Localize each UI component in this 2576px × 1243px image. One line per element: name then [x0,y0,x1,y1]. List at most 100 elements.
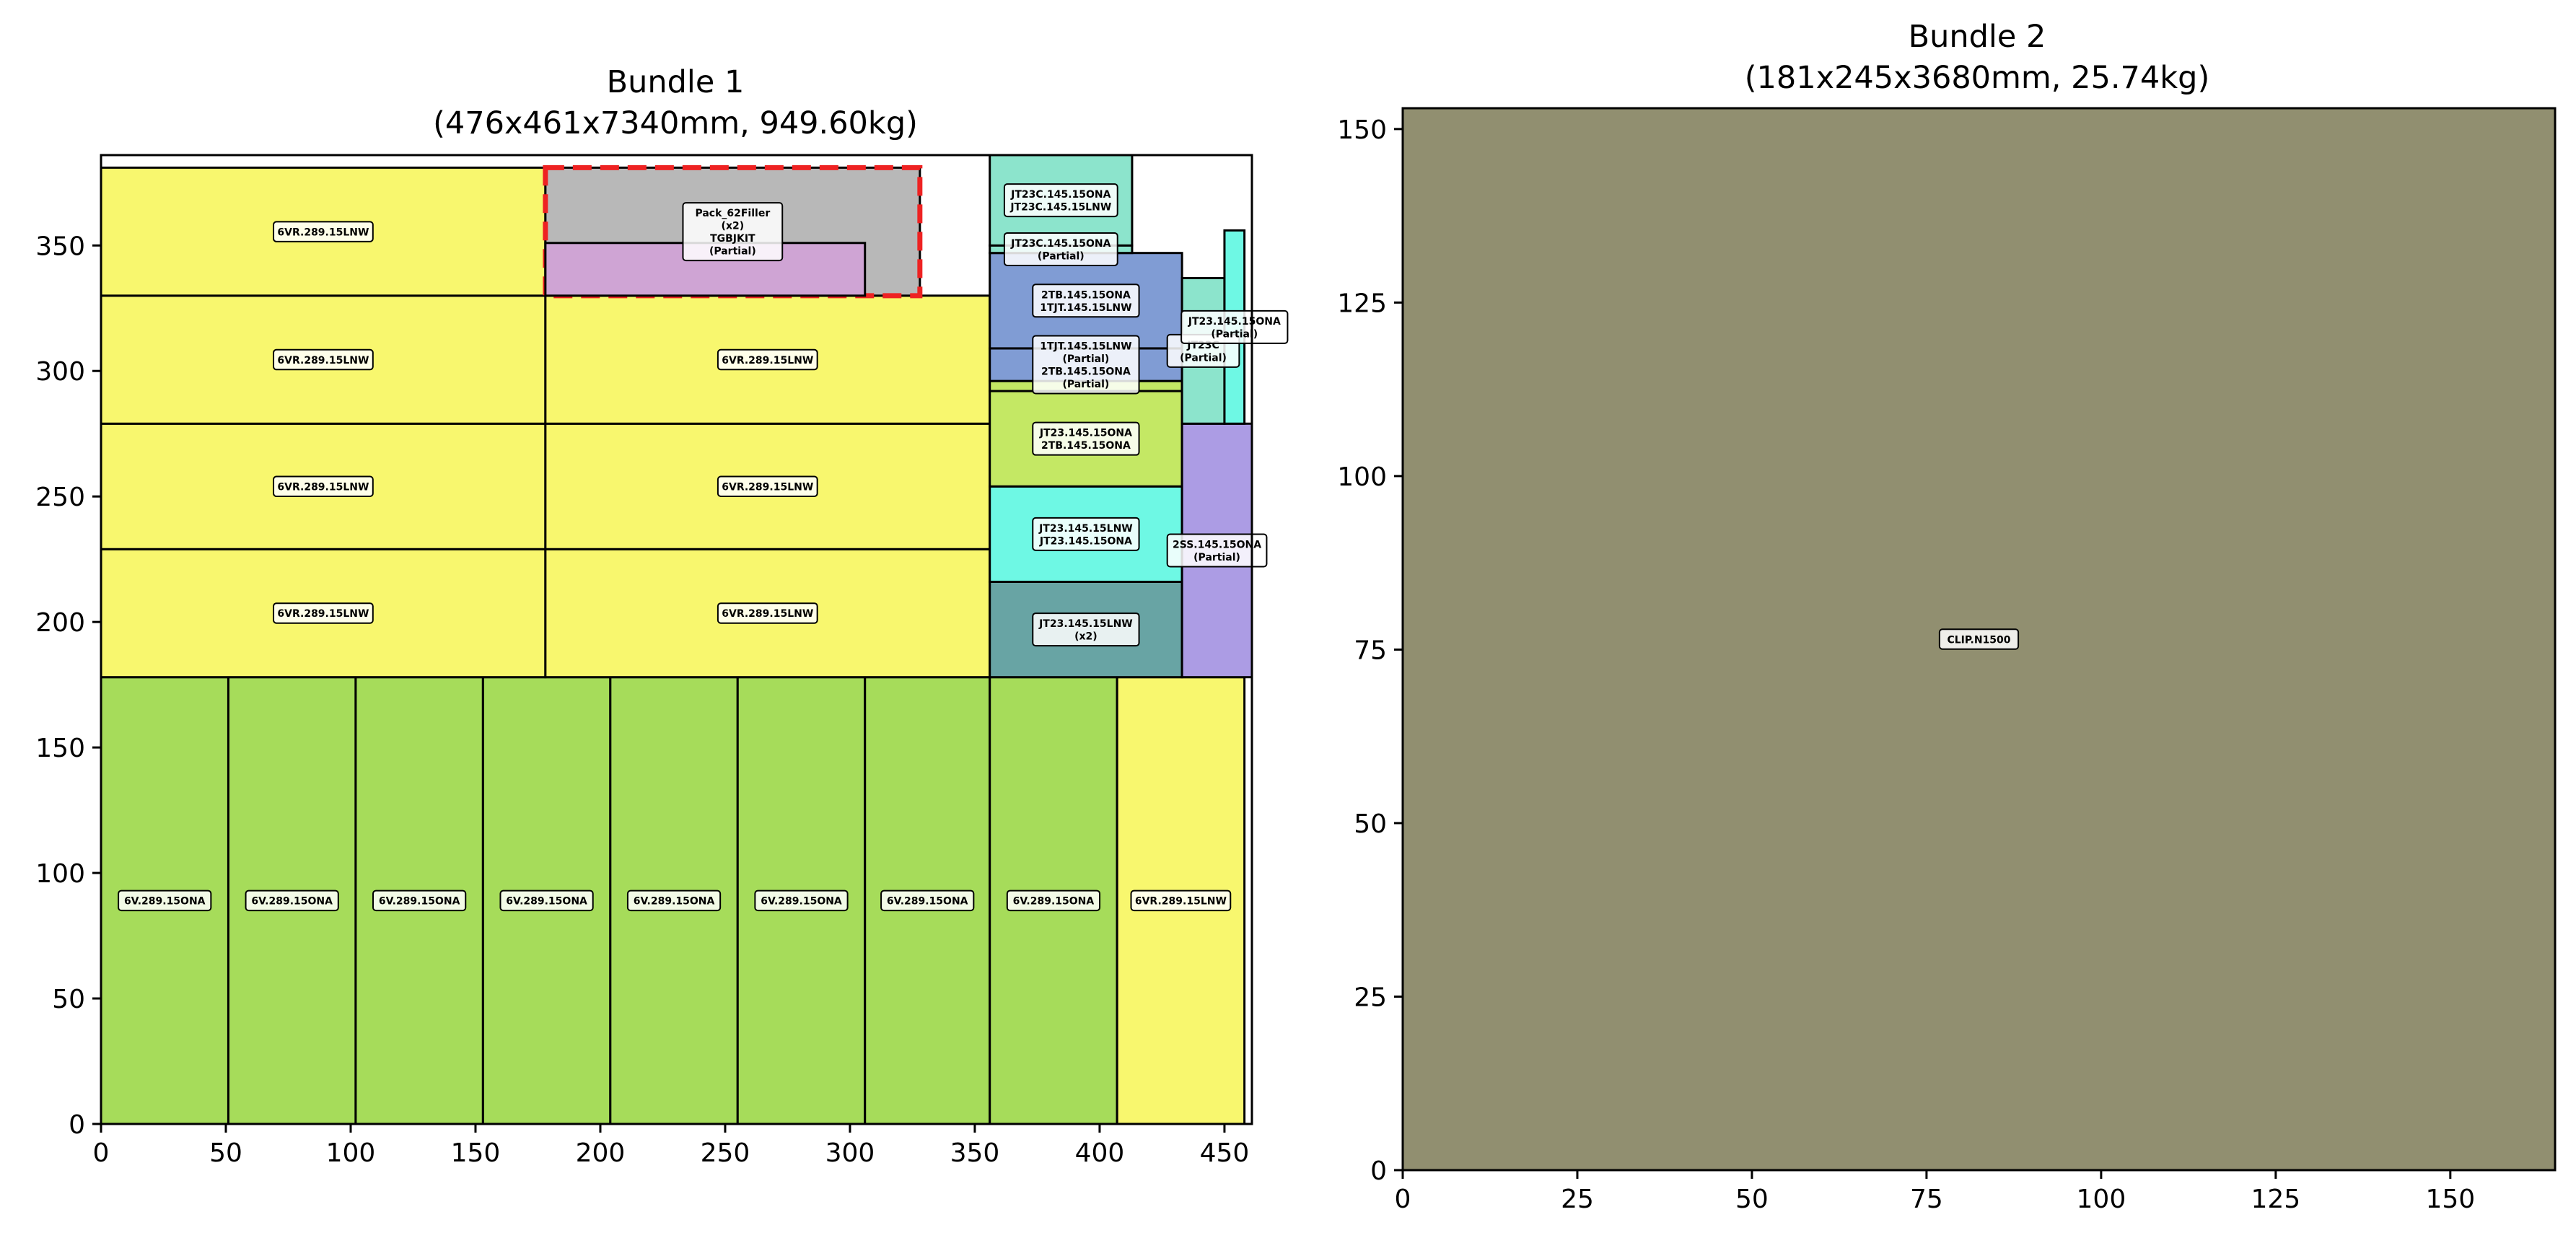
item-label-text: 6VR.289.15LNW [277,482,369,493]
x-tick-label: 100 [326,1138,376,1168]
item-label-text: 6V.289.15ONA [634,896,715,908]
x-tick-label: 0 [1395,1185,1411,1214]
item-label: 6VR.289.15LNW [1130,890,1232,912]
y-tick-label: 50 [1354,809,1387,839]
x-tick-label: 100 [2077,1185,2126,1214]
item-label-text: 6V.289.15ONA [251,896,333,908]
y-tick-label: 0 [1370,1156,1387,1186]
y-tick-label: 200 [35,608,85,638]
item-label: 6V.289.15ONA [754,890,849,912]
item-label-box [1003,232,1118,266]
x-tick-label: 450 [1200,1138,1250,1168]
item-label-box [273,602,374,624]
item-label: JT23C.145.15ONA JT23C.145.15LNW [1003,183,1118,218]
item-label: 6V.289.15ONA [880,890,975,912]
bundle-2-title: Bundle 2 [1909,19,2046,55]
item-label-box [682,202,784,262]
x-tick-label: 250 [701,1138,750,1168]
bundle-2-subtitle: (181x245x3680mm, 25.74kg) [1745,60,2209,96]
y-tick-label: 100 [1337,462,1387,492]
x-tick-label: 150 [2425,1185,2475,1214]
y-tick-label: 125 [1337,289,1387,318]
x-tick-label: 75 [1910,1185,1943,1214]
bundle-1-title: Bundle 1 [607,64,745,100]
axes-frame [100,154,1253,1125]
item-label-box [273,221,374,242]
item-label-box [273,348,374,371]
item-label-text: JT23.145.15ONA 2TB.145.15ONA [1039,428,1132,452]
item-label: JT23.145.15LNW JT23.145.15ONA [1032,517,1140,551]
bundle-2-panel: Bundle 2 (181x245x3680mm, 25.74kg) CLIP.… [1337,19,2557,1214]
item-label-text: 6V.289.15ONA [506,896,587,908]
item-label: Pack_62Filler (x2) TGBJKIT (Partial) [682,202,784,262]
item-label-text: 6VR.289.15LNW [277,608,369,620]
item-label-text: JT23.145.15LNW (x2) [1038,618,1133,643]
item-label-box [1130,890,1232,912]
x-tick-label: 0 [93,1138,110,1168]
item-label-box [1032,335,1140,395]
x-tick-label: 400 [1075,1138,1125,1168]
item-label-text: 6VR.289.15LNW [722,482,813,493]
x-tick-label: 50 [1735,1185,1769,1214]
y-tick-label: 25 [1354,983,1387,1012]
item-label: 6V.289.15ONA [372,890,467,912]
item-label-box [1938,628,2020,650]
item-label: JT23C.145.15ONA (Partial) [1003,232,1118,266]
item-label: 6VR.289.15LNW [717,348,818,371]
item-label-text: JT23.145.15ONA (Partial) [1188,316,1281,341]
item-label-box [118,890,212,912]
item-label-box [626,890,722,912]
item-label-text: CLIP.N1500 [1947,634,2010,646]
item-label-box [372,890,467,912]
item-label-text: 6VR.289.15LNW [1135,896,1227,908]
x-tick-label: 25 [1561,1185,1594,1214]
item-label: JT23.145.15ONA 2TB.145.15ONA [1032,421,1140,456]
item-label: 6VR.289.15LNW [717,602,818,624]
item-label-box [717,348,818,371]
item-label-text: 6V.289.15ONA [761,896,842,908]
item-label: 6VR.289.15LNW [717,475,818,498]
item-label-text: 6VR.289.15LNW [277,227,369,238]
y-tick-label: 0 [69,1110,85,1140]
item-label-text: 6VR.289.15LNW [722,608,813,620]
item-label-text: 6VR.289.15LNW [277,355,369,366]
item-label: 6VR.289.15LNW [273,475,374,498]
item-label: 6V.289.15ONA [499,890,594,912]
bundle-1-subtitle: (476x461x7340mm, 949.60kg) [433,105,918,141]
item-label-box [1166,533,1268,568]
item-label-text: 6V.289.15ONA [1013,896,1095,908]
item-label-text: Pack_62Filler (x2) TGBJKIT (Partial) [695,208,770,258]
item-label-text: 2SS.145.15ONA (Partial) [1173,539,1261,563]
x-tick-label: 50 [209,1138,242,1168]
item-label: 6V.289.15ONA [1006,890,1101,912]
item-label: 6VR.289.15LNW [273,602,374,624]
item-label-box [245,890,339,912]
item-label-text: JT23C.145.15ONA (Partial) [1010,238,1110,263]
y-tick-label: 250 [35,483,85,512]
item-label-text: 1TJT.145.15LNW (Partial) 2TB.145.15ONA (Par… [1040,341,1131,390]
item-label-text: JT23.145.15LNW JT23.145.15ONA [1038,523,1133,548]
item-label-text: 6VR.289.15LNW [722,355,813,366]
item-label-box [880,890,975,912]
x-tick-label: 350 [950,1138,1000,1168]
item-label: 2TB.145.15ONA 1TJT.145.15LNW [1032,284,1140,318]
item-label-box [1006,890,1101,912]
item-label-text: 6V.289.15ONA [124,896,206,908]
item-label-box [1032,284,1140,318]
item-label-text: 6V.289.15ONA [887,896,968,908]
item-label-text: JT23C.145.15ONA JT23C.145.15LNW [1009,189,1111,214]
item-label: JT23.145.15ONA (Partial) [1180,309,1289,344]
item-label-box [1032,421,1140,456]
item-label-box [717,602,818,624]
item-label-box [1032,517,1140,551]
y-tick-label: 100 [35,859,85,889]
item-label-box [717,475,818,498]
y-tick-label: 300 [35,357,85,387]
y-tick-label: 50 [52,985,85,1014]
y-tick-label: 150 [1337,115,1387,145]
item-label: 1TJT.145.15LNW (Partial) 2TB.145.15ONA (Par… [1032,335,1140,395]
item-label-box [1003,183,1118,218]
item-label: JT23.145.15LNW (x2) [1032,612,1140,647]
item-label: 2SS.145.15ONA (Partial) [1166,533,1268,568]
